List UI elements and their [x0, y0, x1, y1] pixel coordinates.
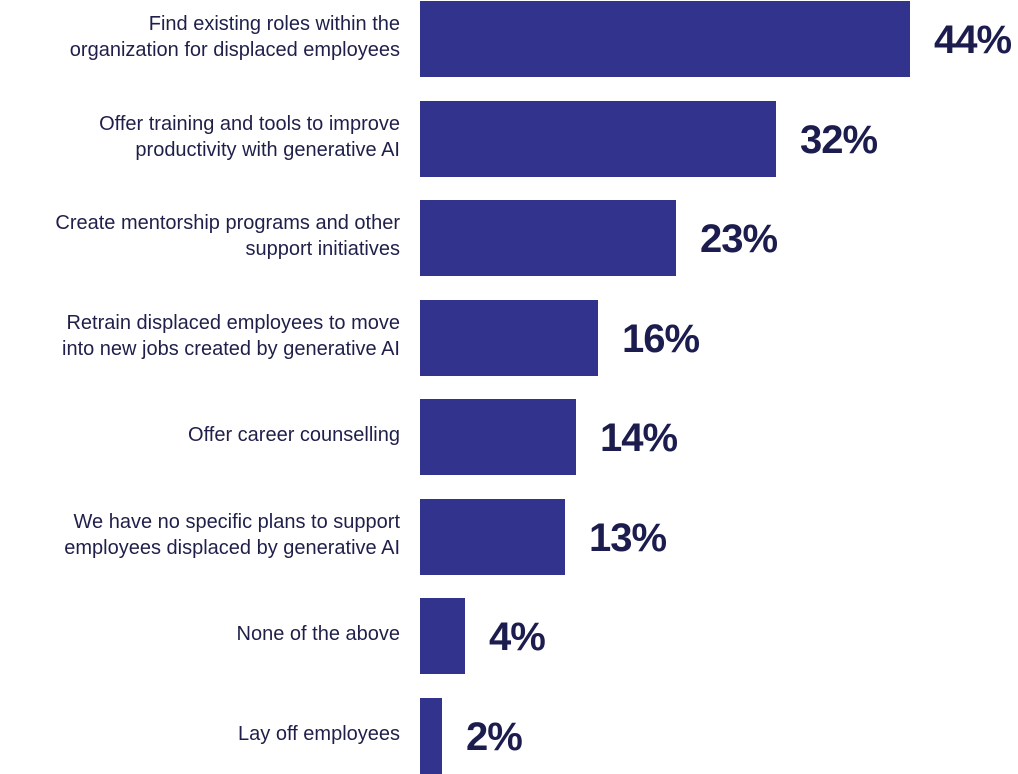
category-label-line: None of the above: [236, 623, 400, 645]
category-label: Offer training and tools to improve produ…: [0, 111, 400, 163]
category-label: Offer career counselling: [0, 422, 400, 448]
category-label: Retrain displaced employees to move into …: [0, 310, 400, 362]
bar: [420, 598, 465, 674]
category-label-line: Retrain displaced employees to move: [66, 312, 400, 334]
value-label: 2%: [466, 715, 523, 759]
category-label-line: Create mentorship programs and other: [55, 212, 400, 234]
category-label-line: Offer career counselling: [188, 424, 400, 446]
category-label-line: productivity with generative AI: [135, 139, 400, 161]
category-label: We have no specific plans to support empl…: [0, 509, 400, 561]
category-label-line: Offer training and tools to improve: [99, 113, 400, 135]
category-label-line: We have no specific plans to support: [73, 511, 400, 533]
value-label: 14%: [600, 416, 678, 460]
value-label: 44%: [934, 18, 1012, 62]
bar: [420, 200, 676, 276]
bar: [420, 300, 598, 376]
bar: [420, 101, 776, 177]
category-label: Find existing roles within the organizati…: [0, 11, 400, 63]
category-label-line: into new jobs created by generative AI: [62, 338, 400, 360]
bar: [420, 399, 576, 475]
category-label: Create mentorship programs and other supp…: [0, 210, 400, 262]
category-label-line: Find existing roles within the: [148, 13, 400, 35]
category-label-line: organization for displaced employees: [69, 39, 400, 61]
value-label: 23%: [700, 217, 778, 261]
bar: [420, 698, 442, 774]
bar: [420, 499, 565, 575]
bar: [420, 1, 910, 77]
category-label-line: Lay off employees: [238, 723, 400, 745]
value-label: 13%: [589, 516, 667, 560]
value-label: 16%: [622, 317, 700, 361]
category-label-line: employees displaced by generative AI: [64, 537, 400, 559]
category-label: Lay off employees: [0, 721, 400, 747]
category-label-line: support initiatives: [245, 238, 400, 260]
category-label: None of the above: [0, 621, 400, 647]
value-label: 4%: [489, 615, 546, 659]
value-label: 32%: [800, 118, 878, 162]
